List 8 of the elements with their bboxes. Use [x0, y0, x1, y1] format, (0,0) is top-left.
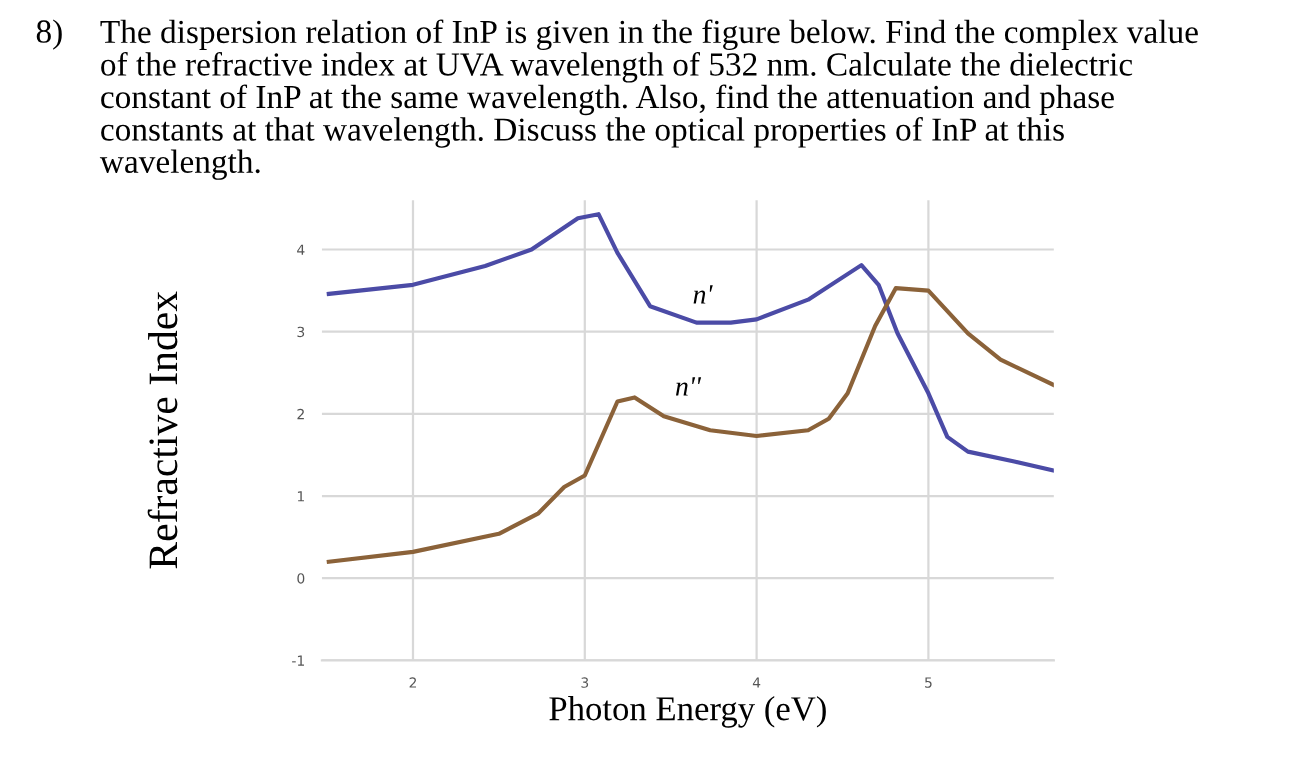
line-series — [326, 286, 1054, 564]
series-label: n'' — [675, 377, 702, 396]
chart-title: The dispersion relation of InP is given in the figure below. Find the complex value of the refractive index at UVA wavelength of 532 nm. Calculate the dielectric constant of InP at the same wavelength. Also, find the attenuation and phase constants at that wavelength. Discuss the optical properties of InP at this wavelength. — [99, 19, 1198, 180]
text: 8) — [36, 19, 62, 50]
series-label: n' — [693, 285, 713, 304]
y-axis-title: Refractive Index — [147, 291, 178, 569]
x-axis-title: Photon Energy (eV) — [549, 696, 826, 728]
line-series — [326, 212, 1054, 473]
